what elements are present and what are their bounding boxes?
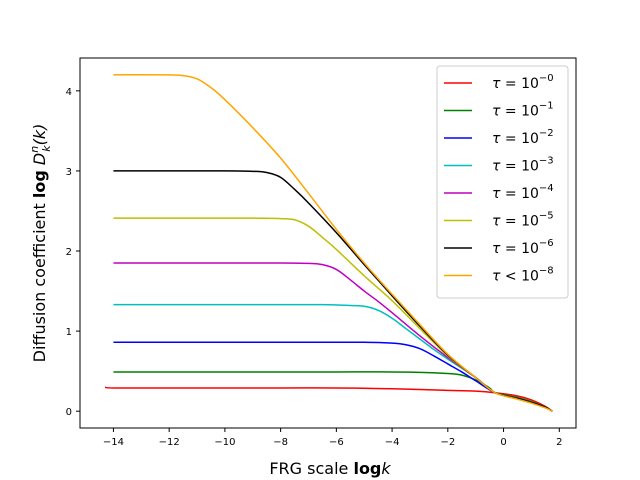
series-line-4 [113,303,553,412]
series-line-2 [113,371,553,412]
series-line-8 [113,74,553,412]
series-line-1 [104,386,553,412]
y-tick-label: 0 [66,407,72,418]
x-tick-label: 0 [500,437,506,448]
x-axis-label: FRG scale logk [269,459,391,478]
x-tick-label: −14 [103,437,124,448]
legend-label: τ = 10−1 [492,101,554,120]
axes-frame [79,57,577,429]
legend-label: τ = 10−5 [492,211,554,230]
legend: τ = 10−0 τ = 10−1 τ = 10−2 τ = 10−3 τ = 10−4… [436,65,569,299]
legend-label: τ = 10−4 [492,183,554,202]
x-tick-label: −8 [273,437,288,448]
legend-label: τ = 10−0 [492,73,554,92]
y-tick-label: 2 [66,247,72,258]
legend-label: τ = 10−3 [492,156,554,175]
legend-label: τ < 10−8 [492,266,554,285]
x-tick-label: −6 [329,437,344,448]
x-tick-label: 2 [556,437,562,448]
y-tick-label: 4 [66,87,72,98]
x-tick-label: −12 [159,437,180,448]
y-tick-label: 3 [66,167,72,178]
y-axis-label: Diffusion coefficient log Dnk(k) [28,124,53,363]
series-line-3 [113,341,553,412]
legend-label: τ = 10−6 [492,238,554,257]
x-tick-label: −2 [440,437,455,448]
y-ticks: 0 1 2 3 4 [66,87,80,418]
plot-lines [104,74,553,412]
y-tick-label: 1 [66,327,72,338]
legend-box [436,65,569,299]
x-tick-label: −4 [385,437,400,448]
series-line-7 [113,170,553,412]
x-ticks: −14 −12 −10 −8 −6 −4 −2 0 2 [103,428,562,448]
legend-label: τ = 10−2 [492,128,554,147]
x-tick-label: −10 [214,437,235,448]
